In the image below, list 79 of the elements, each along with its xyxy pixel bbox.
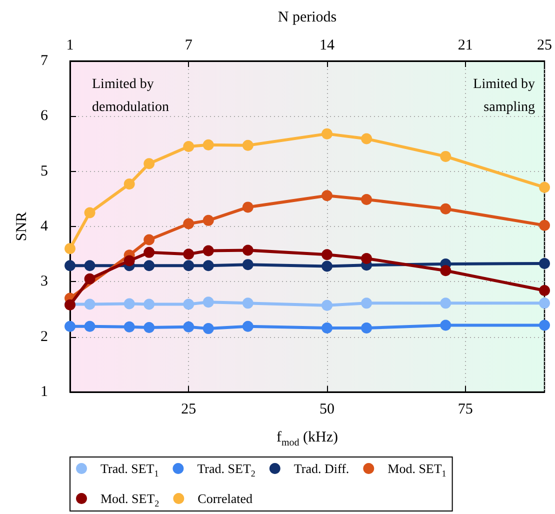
point [202, 139, 214, 150]
point [124, 321, 135, 332]
point [440, 298, 452, 309]
point [144, 158, 155, 170]
point [322, 249, 333, 260]
point [361, 253, 372, 264]
x2-tick-label: 7 [184, 38, 193, 54]
point [202, 296, 214, 308]
point [84, 260, 96, 272]
annotation: Limited by sampling [473, 77, 535, 115]
y-tick-label: 5 [40, 163, 48, 180]
point [322, 190, 333, 202]
point [440, 203, 452, 214]
point [64, 260, 76, 272]
point [183, 298, 194, 310]
annotation: Limited by demodulation [92, 77, 169, 115]
point [64, 243, 76, 254]
point [242, 202, 254, 213]
y-axis-title: SNR [14, 212, 30, 242]
point [242, 244, 254, 256]
point [361, 194, 372, 205]
point [202, 323, 214, 334]
point [242, 259, 254, 270]
x2-tick-label: 21 [458, 38, 473, 54]
point [440, 150, 452, 162]
point [440, 320, 452, 331]
y-tick-label: 6 [40, 108, 48, 124]
x2-tick-label: 14 [320, 38, 336, 54]
point [183, 218, 194, 230]
point [322, 260, 333, 272]
point [124, 178, 135, 190]
point [539, 182, 550, 193]
point [361, 322, 372, 334]
y-tick-label: 4 [40, 218, 48, 234]
y-tick-label: 1 [40, 384, 48, 400]
point [242, 298, 254, 309]
point [183, 248, 194, 260]
point [242, 320, 254, 332]
point [539, 258, 550, 269]
point [202, 260, 214, 272]
point [144, 234, 155, 246]
point [440, 265, 452, 276]
point [539, 284, 550, 296]
point [183, 321, 194, 332]
point [183, 260, 194, 272]
point [361, 133, 372, 144]
point [242, 140, 254, 151]
point [84, 207, 96, 218]
point [64, 320, 76, 332]
point [202, 245, 214, 256]
point [124, 255, 135, 266]
point [84, 273, 96, 284]
y-tick-label: 2 [40, 328, 48, 345]
legend-label: Correlated [198, 491, 254, 506]
x-tick-label: 25 [181, 402, 196, 418]
point [144, 260, 155, 272]
x-tick-label: 75 [458, 402, 473, 418]
point [124, 298, 135, 310]
point [84, 320, 96, 332]
y-tick-label: 7 [40, 53, 48, 69]
point [144, 298, 155, 310]
x-tick-label: 50 [320, 402, 335, 418]
point [84, 298, 96, 310]
x2-tick-label: 1 [66, 38, 74, 54]
point [144, 322, 155, 333]
point [539, 220, 550, 231]
legend-label: Trad. Diff. [294, 461, 350, 476]
point [539, 320, 550, 331]
point [144, 246, 155, 258]
x2-tick-label: 25 [537, 38, 552, 54]
point [322, 300, 333, 311]
point [183, 141, 194, 152]
point [361, 298, 372, 309]
point [322, 322, 333, 334]
x2-axis-title: N periods [278, 10, 337, 26]
point [322, 128, 333, 140]
point [202, 214, 214, 226]
y-tick-label: 3 [40, 274, 48, 290]
point [539, 298, 550, 309]
